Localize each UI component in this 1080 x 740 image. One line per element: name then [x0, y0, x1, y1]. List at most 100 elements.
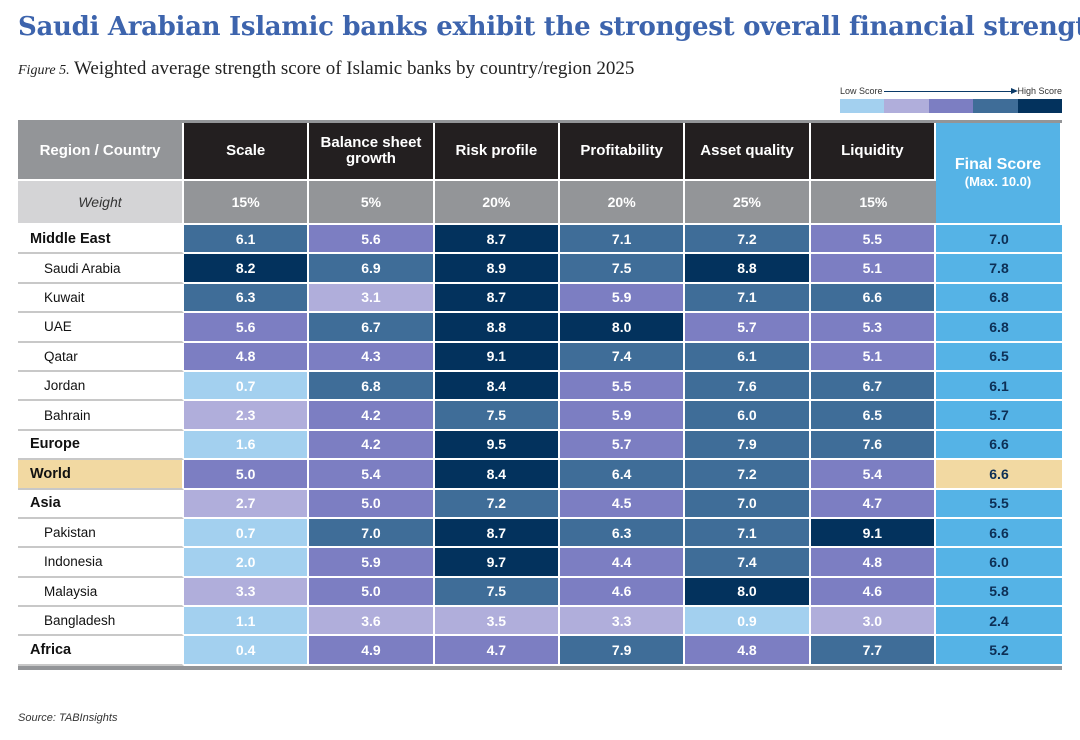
legend-swatch — [973, 99, 1018, 113]
score-cell: 8.2 — [184, 254, 310, 284]
score-cell: 5.5 — [560, 371, 686, 402]
table-header: Region / Country Scale Balance sheet grow… — [18, 123, 1062, 225]
score-cell: 4.7 — [810, 489, 936, 519]
final-score-cell: 5.2 — [936, 636, 1062, 666]
score-cell: 4.7 — [434, 636, 560, 666]
table-row: Asia 2.7 5.0 7.2 4.5 7.0 4.7 5.5 — [18, 489, 1062, 519]
legend-swatch — [1017, 99, 1063, 113]
score-cell: 6.4 — [560, 460, 686, 490]
score-cell: 7.6 — [810, 430, 936, 461]
score-cell: 1.1 — [184, 607, 310, 637]
figure-caption: Figure 5. Weighted average strength scor… — [18, 58, 634, 80]
final-score-cell: 7.8 — [936, 254, 1062, 284]
score-cell: 5.7 — [560, 430, 686, 461]
score-cell: 3.0 — [810, 607, 936, 637]
score-cell: 8.7 — [434, 225, 560, 255]
score-cell: 5.1 — [810, 254, 936, 284]
final-score-cell: 5.7 — [936, 401, 1062, 431]
table-row: Malaysia 3.3 5.0 7.5 4.6 8.0 4.6 5.8 — [18, 577, 1062, 608]
row-label: Qatar — [18, 342, 184, 372]
weight-value: 5% — [309, 181, 435, 225]
score-cell: 7.5 — [560, 254, 686, 284]
column-header: Risk profile — [434, 123, 560, 181]
score-cell: 1.6 — [184, 430, 310, 461]
score-cell: 9.7 — [434, 548, 560, 578]
table-row: Indonesia 2.0 5.9 9.7 4.4 7.4 4.8 6.0 — [18, 548, 1062, 578]
score-cell: 7.9 — [560, 636, 686, 666]
score-cell: 4.6 — [810, 577, 936, 608]
score-cell: 3.3 — [184, 577, 310, 608]
table-row: Bangladesh 1.1 3.6 3.5 3.3 0.9 3.0 2.4 — [18, 607, 1062, 637]
column-header: Scale — [184, 123, 310, 181]
score-cell: 6.6 — [810, 283, 936, 314]
weight-label: Weight — [18, 181, 184, 225]
score-cell: 6.7 — [810, 371, 936, 402]
score-cell: 9.1 — [810, 518, 936, 549]
score-cell: 6.3 — [184, 283, 310, 314]
row-label: Malaysia — [18, 577, 184, 608]
row-label: World — [18, 460, 184, 490]
score-cell: 7.6 — [685, 371, 811, 402]
score-cell: 4.5 — [560, 489, 686, 519]
table-row: Europe 1.6 4.2 9.5 5.7 7.9 7.6 6.6 — [18, 430, 1062, 461]
arrow-right-icon — [884, 88, 1018, 94]
score-cell: 6.7 — [309, 313, 435, 343]
final-score-header: Final Score (Max. 10.0) — [936, 123, 1062, 225]
score-cell: 5.5 — [810, 225, 936, 255]
row-label: Kuwait — [18, 283, 184, 314]
score-cell: 6.8 — [309, 371, 435, 402]
score-cell: 8.7 — [434, 518, 560, 549]
score-cell: 7.9 — [685, 430, 811, 461]
final-score-cell: 6.1 — [936, 371, 1062, 402]
column-header: Balance sheet growth — [309, 123, 435, 181]
score-cell: 5.1 — [810, 342, 936, 372]
row-label: Africa — [18, 636, 184, 666]
score-heatmap-table: Region / Country Scale Balance sheet grow… — [18, 120, 1062, 670]
score-cell: 5.6 — [309, 225, 435, 255]
column-header: Asset quality — [685, 123, 811, 181]
table-row: Saudi Arabia 8.2 6.9 8.9 7.5 8.8 5.1 7.8 — [18, 254, 1062, 284]
score-cell: 0.9 — [685, 607, 811, 637]
score-cell: 7.2 — [685, 225, 811, 255]
score-cell: 5.9 — [560, 401, 686, 431]
weight-value: 15% — [184, 181, 310, 225]
source-note: Source: TABInsights — [18, 712, 118, 724]
row-label: Bangladesh — [18, 607, 184, 637]
score-cell: 3.3 — [560, 607, 686, 637]
score-cell: 4.8 — [810, 548, 936, 578]
score-cell: 2.7 — [184, 489, 310, 519]
final-score-cell: 7.0 — [936, 225, 1062, 255]
row-label: Bahrain — [18, 401, 184, 431]
score-cell: 4.9 — [309, 636, 435, 666]
score-cell: 5.0 — [184, 460, 310, 490]
score-cell: 8.8 — [685, 254, 811, 284]
score-cell: 5.4 — [810, 460, 936, 490]
weight-value: 20% — [560, 181, 686, 225]
score-cell: 3.5 — [434, 607, 560, 637]
score-cell: 4.8 — [685, 636, 811, 666]
score-cell: 7.1 — [685, 283, 811, 314]
score-cell: 7.4 — [685, 548, 811, 578]
figure-number: Figure 5. — [18, 63, 70, 78]
score-cell: 7.4 — [560, 342, 686, 372]
score-cell: 0.4 — [184, 636, 310, 666]
weight-value: 25% — [685, 181, 811, 225]
score-cell: 3.1 — [309, 283, 435, 314]
header-region-country: Region / Country — [18, 123, 184, 181]
color-legend: Low Score High Score — [840, 86, 1063, 113]
final-score-cell: 6.5 — [936, 342, 1062, 372]
table-row: Bahrain 2.3 4.2 7.5 5.9 6.0 6.5 5.7 — [18, 401, 1062, 431]
score-cell: 4.6 — [560, 577, 686, 608]
final-score-cell: 6.8 — [936, 313, 1062, 343]
final-score-cell: 6.8 — [936, 283, 1062, 314]
weight-value: 15% — [810, 181, 936, 225]
score-cell: 7.0 — [685, 489, 811, 519]
final-score-max: (Max. 10.0) — [964, 174, 1032, 189]
column-header: Liquidity — [810, 123, 936, 181]
table-row: World 5.0 5.4 8.4 6.4 7.2 5.4 6.6 — [18, 460, 1062, 490]
weight-value: 20% — [434, 181, 560, 225]
score-cell: 6.3 — [560, 518, 686, 549]
table-row: Middle East 6.1 5.6 8.7 7.1 7.2 5.5 7.0 — [18, 225, 1062, 255]
final-score-title: Final Score — [954, 156, 1042, 173]
score-cell: 6.9 — [309, 254, 435, 284]
